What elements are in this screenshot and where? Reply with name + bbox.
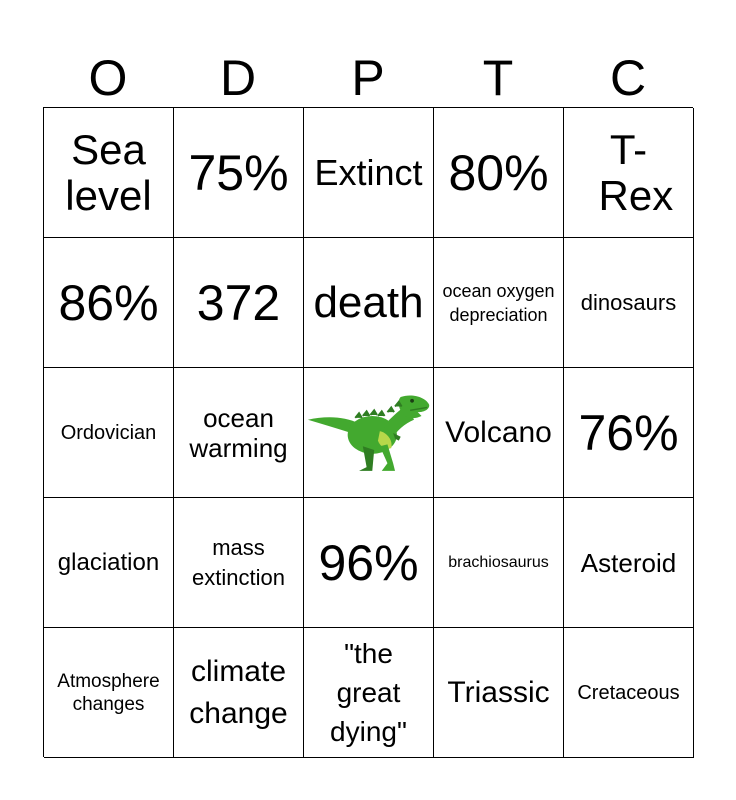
- cell-label: 372: [196, 274, 281, 331]
- bingo-cell-r1-c5[interactable]: T-Rex: [564, 108, 694, 238]
- bingo-board: Sea level 75% Extinct 80% T-Rex 86% 372 …: [43, 107, 694, 758]
- bingo-header: O D P T C: [43, 50, 693, 106]
- cell-label: Cretaceous: [577, 681, 680, 704]
- t-rex-dinosaur-icon: [307, 395, 430, 471]
- bingo-cell-r3-c5[interactable]: 76%: [564, 368, 694, 498]
- header-letter-p: P: [351, 50, 385, 106]
- cell-label: ocean warming: [189, 402, 288, 463]
- bingo-cell-r1-c4[interactable]: 80%: [434, 108, 564, 238]
- cell-label: Atmosphere changes: [57, 670, 160, 715]
- cell-label: "the great dying": [330, 638, 407, 747]
- cell-label: Triassic: [447, 675, 550, 709]
- bingo-cell-r3-c1[interactable]: Ordovician: [44, 368, 174, 498]
- cell-label: mass extinction: [192, 534, 285, 590]
- bingo-free-space[interactable]: [304, 368, 434, 498]
- header-letter-t: T: [482, 50, 514, 106]
- bingo-cell-r4-c1[interactable]: glaciation: [44, 498, 174, 628]
- cell-label: 80%: [448, 144, 549, 201]
- bingo-cell-r4-c5[interactable]: Asteroid: [564, 498, 694, 628]
- cell-label: death: [313, 277, 424, 327]
- bingo-cell-r5-c4[interactable]: Triassic: [434, 628, 564, 758]
- cell-label: 75%: [188, 144, 289, 201]
- bingo-cell-r1-c3[interactable]: Extinct: [304, 108, 434, 238]
- cell-label: dinosaurs: [580, 289, 677, 315]
- cell-label: T-Rex: [598, 125, 674, 219]
- cell-label: glaciation: [57, 548, 160, 576]
- bingo-cell-r1-c1[interactable]: Sea level: [44, 108, 174, 238]
- cell-label: Ordovician: [60, 421, 157, 444]
- bingo-cell-r4-c2[interactable]: mass extinction: [174, 498, 304, 628]
- cell-label: Extinct: [314, 151, 423, 193]
- cell-label: ocean oxygen depreciation: [442, 280, 555, 325]
- cell-label: 76%: [578, 404, 679, 461]
- cell-label: 96%: [318, 534, 419, 591]
- bingo-cell-r2-c4[interactable]: ocean oxygen depreciation: [434, 238, 564, 368]
- header-letter-c: C: [609, 50, 647, 106]
- header-letter-d: D: [219, 50, 257, 106]
- bingo-cell-r3-c4[interactable]: Volcano: [434, 368, 564, 498]
- bingo-cell-r4-c4[interactable]: brachiosaurus: [434, 498, 564, 628]
- cell-label: Sea level: [65, 125, 152, 219]
- bingo-cell-r5-c3[interactable]: "the great dying": [304, 628, 434, 758]
- bingo-cell-r2-c2[interactable]: 372: [174, 238, 304, 368]
- cell-label: climate change: [189, 654, 288, 730]
- bingo-cell-r5-c1[interactable]: Atmosphere changes: [44, 628, 174, 758]
- cell-label: 86%: [58, 274, 159, 331]
- bingo-cell-r5-c5[interactable]: Cretaceous: [564, 628, 694, 758]
- cell-label: Asteroid: [580, 547, 677, 578]
- bingo-cell-r5-c2[interactable]: climate change: [174, 628, 304, 758]
- header-letter-o: O: [88, 50, 128, 106]
- bingo-cell-r4-c3[interactable]: 96%: [304, 498, 434, 628]
- cell-label: brachiosaurus: [448, 553, 549, 571]
- bingo-cell-r2-c1[interactable]: 86%: [44, 238, 174, 368]
- bingo-cell-r1-c2[interactable]: 75%: [174, 108, 304, 238]
- bingo-cell-r2-c3[interactable]: death: [304, 238, 434, 368]
- bingo-cell-r2-c5[interactable]: dinosaurs: [564, 238, 694, 368]
- bingo-cell-r3-c2[interactable]: ocean warming: [174, 368, 304, 498]
- cell-label: Volcano: [445, 415, 552, 449]
